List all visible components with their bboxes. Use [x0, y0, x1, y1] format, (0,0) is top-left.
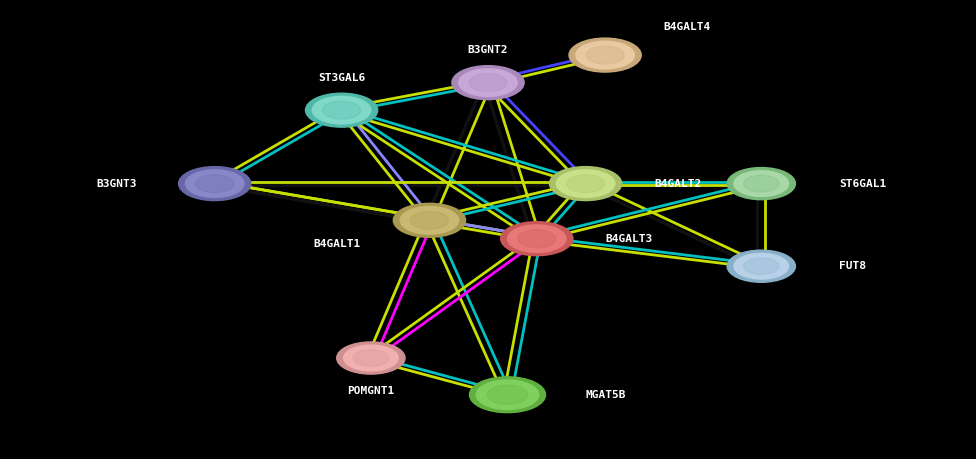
- Circle shape: [487, 385, 528, 404]
- Circle shape: [518, 230, 556, 248]
- Text: ST6GAL1: ST6GAL1: [839, 179, 886, 189]
- Circle shape: [727, 250, 795, 282]
- Circle shape: [305, 93, 378, 127]
- Circle shape: [469, 377, 546, 413]
- Circle shape: [452, 66, 524, 100]
- Circle shape: [566, 174, 605, 193]
- Text: B3GNT2: B3GNT2: [468, 45, 508, 55]
- Circle shape: [549, 167, 622, 201]
- Circle shape: [179, 167, 251, 201]
- Circle shape: [322, 101, 360, 119]
- Text: B3GNT3: B3GNT3: [97, 179, 137, 189]
- Circle shape: [734, 171, 789, 196]
- Circle shape: [556, 170, 615, 197]
- Circle shape: [586, 46, 625, 64]
- Circle shape: [501, 222, 573, 256]
- Circle shape: [312, 96, 371, 124]
- Text: ST3GAL6: ST3GAL6: [318, 73, 365, 83]
- Circle shape: [727, 168, 795, 200]
- Circle shape: [344, 345, 398, 371]
- Circle shape: [744, 175, 779, 192]
- Text: B4GALT3: B4GALT3: [605, 234, 652, 244]
- Circle shape: [476, 380, 539, 409]
- Circle shape: [508, 225, 566, 252]
- Circle shape: [469, 73, 508, 91]
- Text: FUT8: FUT8: [839, 261, 867, 271]
- Text: B4GALT1: B4GALT1: [314, 239, 361, 249]
- Circle shape: [185, 170, 244, 197]
- Circle shape: [569, 38, 641, 72]
- Circle shape: [576, 41, 634, 69]
- Text: B4GALT4: B4GALT4: [664, 22, 711, 32]
- Circle shape: [337, 342, 405, 374]
- Circle shape: [744, 258, 779, 274]
- Text: B4GALT2: B4GALT2: [654, 179, 701, 189]
- Circle shape: [195, 174, 234, 193]
- Circle shape: [400, 207, 459, 234]
- Circle shape: [353, 350, 388, 366]
- Text: POMGNT1: POMGNT1: [347, 386, 394, 396]
- Circle shape: [734, 253, 789, 279]
- Circle shape: [411, 211, 449, 229]
- Circle shape: [459, 69, 517, 96]
- Text: MGAT5B: MGAT5B: [586, 390, 626, 400]
- Circle shape: [393, 203, 466, 237]
